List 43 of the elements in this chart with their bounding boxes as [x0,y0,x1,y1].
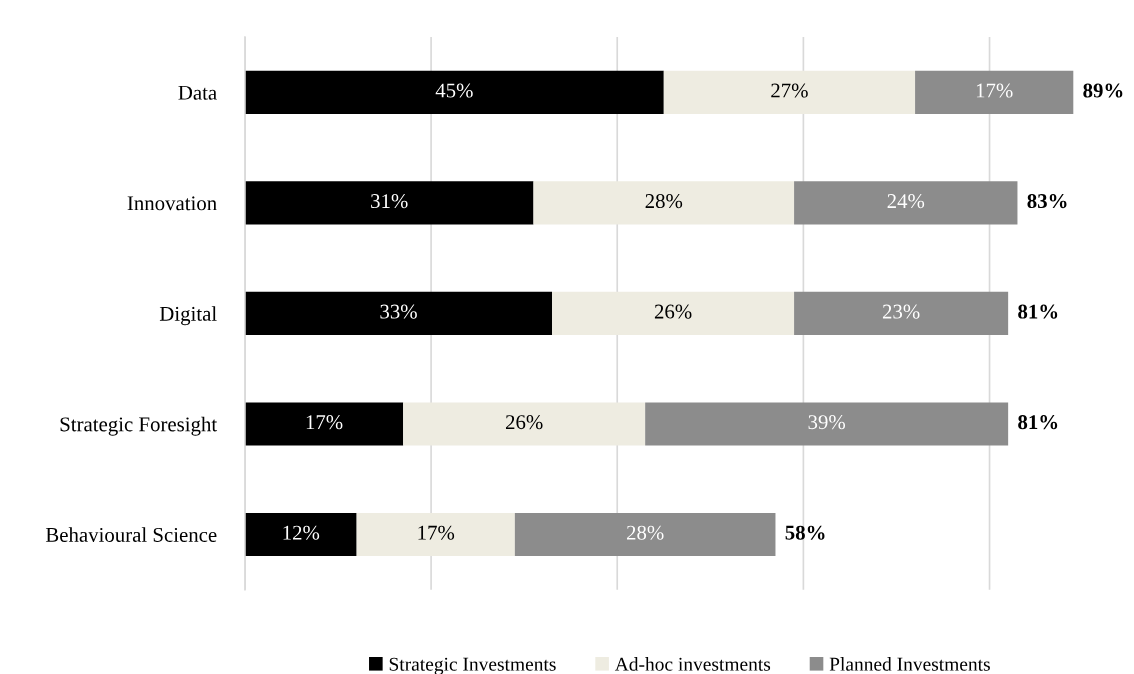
data-label: 12% [283,525,320,540]
y-tick-label: Data [178,85,217,100]
bar [794,181,1018,225]
total-label: 58% [785,525,825,540]
data-label: 27% [771,83,808,98]
bar [403,402,646,446]
data-label: 23% [882,304,920,319]
y-tick-label: Behavioural Science [45,527,217,542]
bar [552,291,795,335]
bar [244,291,553,335]
data-label: 31% [371,194,408,209]
bar [533,181,795,225]
data-label: 28% [626,525,664,540]
data-label: 17% [418,525,455,540]
y-tick-label: Digital [159,306,217,326]
y-tick-label: Strategic Foresight [60,416,218,436]
bar [514,512,776,557]
bar [794,291,1009,335]
data-label: 45% [435,83,473,98]
data-label: 17% [976,83,1013,98]
data-label: 24% [887,194,925,209]
data-label: 26% [505,415,543,430]
legend-label: Planned Investments [829,657,990,671]
data-label: 33% [380,304,417,319]
total-label: 81% [1018,304,1058,319]
y-tick-label: Innovation [127,196,217,211]
total-label: 83% [1027,194,1067,209]
data-label: 28% [645,194,683,209]
total-label: 81% [1018,415,1058,430]
bar [244,512,357,557]
bar [663,70,916,114]
bar [244,402,404,446]
bar [915,70,1074,114]
bar [645,402,1009,446]
legend-label: Strategic Investments [389,657,556,674]
bar [244,181,534,225]
data-label: 26% [654,304,692,319]
bar [244,70,664,114]
legend-label: Ad-hoc investments [614,657,771,671]
data-label: 17% [306,415,343,430]
data-label: 39% [808,415,846,430]
bar [356,512,515,557]
total-label: 89% [1083,83,1123,98]
